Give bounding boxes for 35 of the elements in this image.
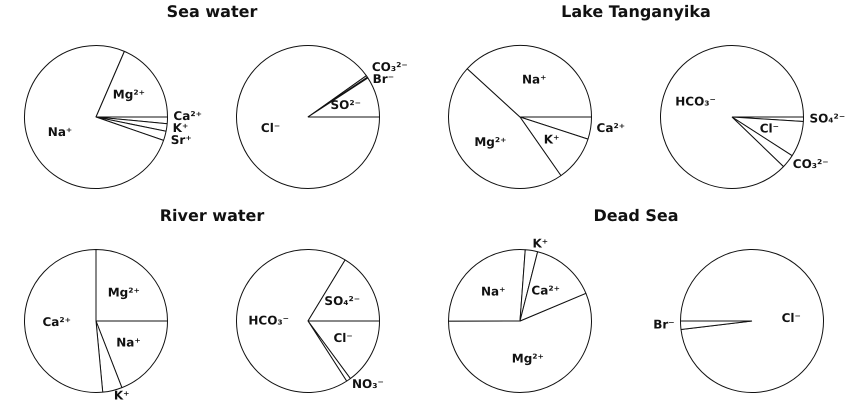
slice-label: Ca²⁺ [596, 121, 626, 136]
slice-label: Cl⁻ [760, 121, 779, 136]
slice-label: SO²⁻ [330, 98, 361, 112]
text: River water [158, 206, 266, 225]
slice-label: HCO₃⁻ [675, 94, 716, 108]
slice-label: Cl⁻ [260, 121, 280, 136]
slice-label: K⁺ [114, 388, 130, 403]
slice-label: Mg²⁺ [512, 352, 544, 366]
slice-label: Na⁺ [522, 72, 546, 86]
chart-title: Sea water [166, 2, 258, 21]
slice-label: Ca²⁺ [531, 283, 560, 298]
slice-label: K⁺ [172, 120, 188, 135]
slice-label: Na⁺ [480, 284, 506, 298]
slice-label: SO₄²⁻ [324, 294, 360, 308]
slice-label: Br⁻ [653, 318, 675, 332]
slice-label: Mg²⁺ [474, 135, 506, 150]
slice-label: K⁺ [532, 236, 548, 251]
slice-label: Br⁻ [372, 72, 394, 86]
slice-label: Ca²⁺ [173, 108, 202, 123]
chart-title: Lake Tanganyika [560, 2, 712, 21]
slice-label: HCO₃⁻ [248, 314, 289, 328]
slice-label: CO₃²⁻ [372, 60, 408, 74]
slice-label: Mg²⁺ [112, 88, 145, 102]
slice-label: Na⁺ [116, 335, 141, 350]
slice-label: K⁺ [544, 132, 560, 147]
slice-label: Sr⁺ [170, 132, 192, 147]
slice-label: Na⁺ [48, 124, 72, 139]
text: Dead Sea [592, 206, 680, 225]
slice-label: SO₄²⁻ [809, 112, 846, 126]
slice-label: Mg²⁺ [108, 285, 140, 300]
slice-label: CO₃²⁻ [792, 157, 829, 172]
slice-label: Cl⁻ [782, 310, 801, 325]
slice-label: NO₃⁻ [352, 376, 384, 391]
slice-label: Ca²⁺ [42, 314, 71, 329]
slice-label: Cl⁻ [333, 330, 353, 345]
